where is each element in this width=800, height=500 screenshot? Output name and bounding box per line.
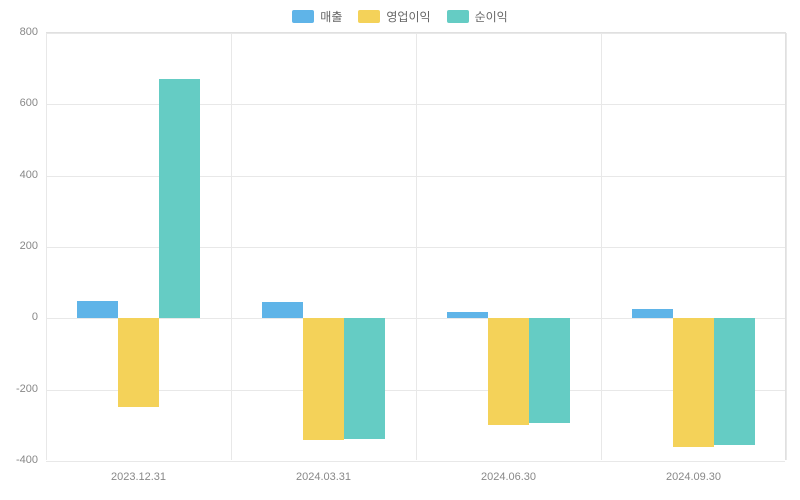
x-tick-label: 2024.09.30 <box>666 471 721 483</box>
legend-label-net-profit: 순이익 <box>475 8 508 25</box>
gridline-h <box>46 461 785 462</box>
x-tick-label: 2023.12.31 <box>111 471 166 483</box>
gridline-v <box>786 33 787 460</box>
legend: 매출 영업이익 순이익 <box>0 8 800 25</box>
y-tick-label: -400 <box>0 454 38 466</box>
y-tick-label: 200 <box>0 240 38 252</box>
bar-operating_profit <box>118 318 159 406</box>
bar-net_profit <box>344 318 385 438</box>
x-tick-label: 2024.03.31 <box>296 471 351 483</box>
gridline-v <box>601 33 602 460</box>
legend-item-net-profit: 순이익 <box>447 8 508 25</box>
bar-operating_profit <box>303 318 344 439</box>
y-tick-label: -200 <box>0 383 38 395</box>
y-tick-label: 400 <box>0 169 38 181</box>
gridline-v <box>46 33 47 460</box>
bar-operating_profit <box>673 318 714 446</box>
legend-item-revenue: 매출 <box>292 8 342 25</box>
gridline-v <box>416 33 417 460</box>
y-tick-label: 0 <box>0 311 38 323</box>
bar-chart: 매출 영업이익 순이익 -400 -200 0 200 400 600 800 2023.1… <box>0 0 800 500</box>
x-tick-label: 2024.06.30 <box>481 471 536 483</box>
bar-net_profit <box>529 318 570 423</box>
plot-area: 2023.12.312024.03.312024.06.302024.09.30 <box>46 32 786 460</box>
bar-revenue <box>262 302 303 319</box>
bar-net_profit <box>714 318 755 445</box>
bar-net_profit <box>159 79 200 318</box>
legend-label-revenue: 매출 <box>320 8 342 25</box>
legend-swatch-revenue <box>292 10 314 23</box>
bar-revenue <box>77 301 118 318</box>
y-axis: -400-2000200400600800 <box>0 32 42 460</box>
legend-item-operating-profit: 영업이익 <box>358 8 430 25</box>
legend-swatch-operating-profit <box>358 10 380 23</box>
legend-label-operating-profit: 영업이익 <box>386 8 430 25</box>
bar-operating_profit <box>488 318 529 425</box>
bar-revenue <box>447 312 488 318</box>
legend-swatch-net-profit <box>447 10 469 23</box>
gridline-v <box>231 33 232 460</box>
y-tick-label: 800 <box>0 26 38 38</box>
y-tick-label: 600 <box>0 97 38 109</box>
bar-revenue <box>632 309 673 319</box>
